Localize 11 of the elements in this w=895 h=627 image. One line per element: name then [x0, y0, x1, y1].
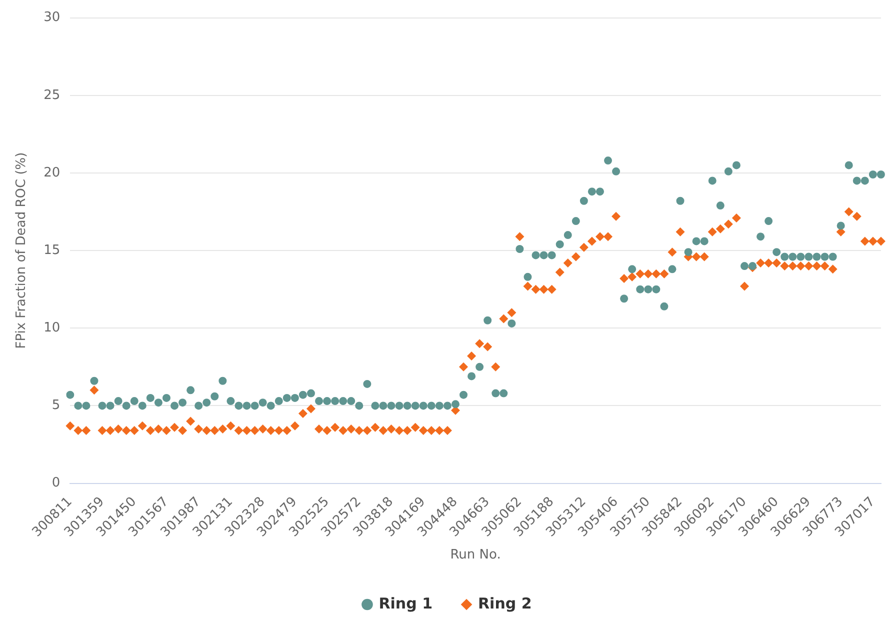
- y-tick-label: 10: [44, 320, 60, 336]
- x-axis-title: Run No.: [450, 548, 501, 563]
- y-tick-label: 0: [52, 476, 60, 491]
- y-tick-label: 20: [44, 165, 60, 180]
- y-tick-label: 25: [44, 88, 60, 103]
- y-tick-label: 15: [44, 242, 60, 258]
- legend-label: Ring 2: [478, 594, 532, 612]
- y-tick-label: 5: [52, 398, 60, 414]
- y-axis-title: FPix Fraction of Dead ROC (%): [14, 152, 30, 349]
- y-tick-label: 30: [44, 10, 60, 26]
- legend-label: Ring 1: [378, 594, 433, 612]
